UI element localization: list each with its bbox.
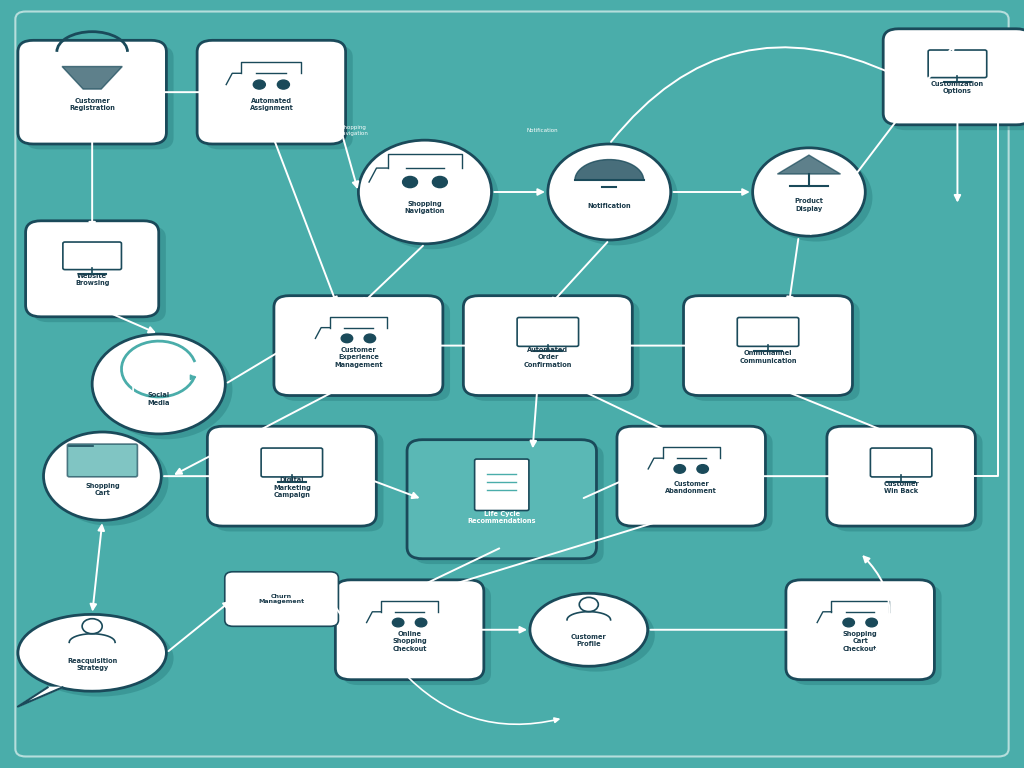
Ellipse shape [530, 593, 647, 667]
Polygon shape [18, 687, 62, 707]
Text: Shopping
Cart
Checkout: Shopping Cart Checkout [843, 631, 878, 652]
Text: Social
Media: Social Media [147, 392, 170, 406]
Text: Website
Browsing: Website Browsing [75, 273, 110, 286]
Circle shape [278, 80, 290, 89]
FancyBboxPatch shape [214, 432, 383, 531]
Text: Digital
Marketing
Campaign: Digital Marketing Campaign [273, 477, 310, 498]
Text: Omnichannel
Communication: Omnichannel Communication [739, 350, 797, 364]
Circle shape [697, 465, 709, 473]
Circle shape [843, 618, 854, 627]
Circle shape [392, 618, 403, 627]
Circle shape [341, 334, 352, 343]
FancyBboxPatch shape [273, 296, 442, 396]
Text: Shopping
Cart: Shopping Cart [85, 482, 120, 496]
FancyBboxPatch shape [834, 432, 983, 531]
Text: Notification: Notification [527, 128, 558, 133]
Text: Online
Shopping
Checkout: Online Shopping Checkout [392, 631, 427, 652]
FancyBboxPatch shape [342, 585, 492, 685]
FancyBboxPatch shape [414, 445, 603, 564]
FancyBboxPatch shape [625, 432, 773, 531]
FancyBboxPatch shape [786, 580, 934, 680]
Polygon shape [574, 160, 644, 180]
Text: Customer
Registration: Customer Registration [70, 98, 115, 111]
Ellipse shape [26, 620, 173, 697]
FancyBboxPatch shape [891, 34, 1024, 130]
Text: Customer
Profile: Customer Profile [571, 634, 606, 647]
FancyBboxPatch shape [205, 46, 352, 149]
Text: Reacquisition
Strategy: Reacquisition Strategy [67, 657, 118, 671]
Ellipse shape [92, 334, 225, 434]
Text: Product
Display: Product Display [795, 198, 823, 212]
FancyBboxPatch shape [883, 28, 1024, 124]
FancyBboxPatch shape [463, 296, 633, 396]
Polygon shape [777, 155, 841, 174]
Text: Customer
Win Back: Customer Win Back [884, 481, 919, 495]
Ellipse shape [537, 599, 655, 671]
Ellipse shape [18, 614, 166, 691]
Ellipse shape [99, 339, 232, 439]
Text: Churn
Management: Churn Management [258, 594, 305, 604]
FancyBboxPatch shape [197, 40, 346, 144]
Polygon shape [62, 67, 122, 89]
Ellipse shape [51, 438, 168, 525]
FancyBboxPatch shape [690, 301, 860, 401]
Ellipse shape [753, 148, 865, 237]
Ellipse shape [760, 154, 872, 241]
Ellipse shape [358, 140, 492, 244]
FancyBboxPatch shape [17, 40, 166, 144]
FancyBboxPatch shape [33, 226, 166, 323]
FancyBboxPatch shape [26, 221, 159, 316]
FancyBboxPatch shape [684, 296, 852, 396]
Ellipse shape [43, 432, 162, 521]
Ellipse shape [366, 146, 499, 249]
Text: Customization
Options: Customization Options [931, 81, 984, 94]
Circle shape [402, 177, 418, 187]
Text: Shopping
Navigation: Shopping Navigation [404, 200, 445, 214]
Text: Automated
Assignment: Automated Assignment [250, 98, 293, 111]
FancyBboxPatch shape [336, 580, 484, 680]
FancyBboxPatch shape [225, 571, 338, 627]
Circle shape [253, 80, 265, 89]
Ellipse shape [548, 144, 671, 240]
FancyBboxPatch shape [616, 426, 766, 526]
FancyBboxPatch shape [793, 585, 942, 685]
Ellipse shape [555, 149, 678, 246]
Circle shape [365, 334, 376, 343]
Text: Automated
Order
Confirmation: Automated Order Confirmation [523, 346, 572, 368]
FancyBboxPatch shape [471, 301, 639, 401]
Text: Customer
Abandonment: Customer Abandonment [666, 481, 717, 495]
FancyBboxPatch shape [407, 439, 596, 559]
Circle shape [674, 465, 685, 473]
Circle shape [866, 618, 878, 627]
Circle shape [432, 177, 447, 187]
Text: Customer
Experience
Management: Customer Experience Management [334, 346, 383, 368]
FancyBboxPatch shape [68, 444, 137, 477]
Text: Notification: Notification [588, 204, 631, 210]
FancyBboxPatch shape [281, 301, 451, 401]
FancyBboxPatch shape [827, 426, 975, 526]
Text: Shopping
Navigation: Shopping Navigation [338, 125, 369, 136]
FancyBboxPatch shape [25, 46, 174, 149]
Text: Predictive
Life Cycle
Recommendations: Predictive Life Cycle Recommendations [468, 503, 536, 524]
Circle shape [416, 618, 427, 627]
FancyBboxPatch shape [474, 459, 528, 511]
FancyBboxPatch shape [207, 426, 376, 526]
